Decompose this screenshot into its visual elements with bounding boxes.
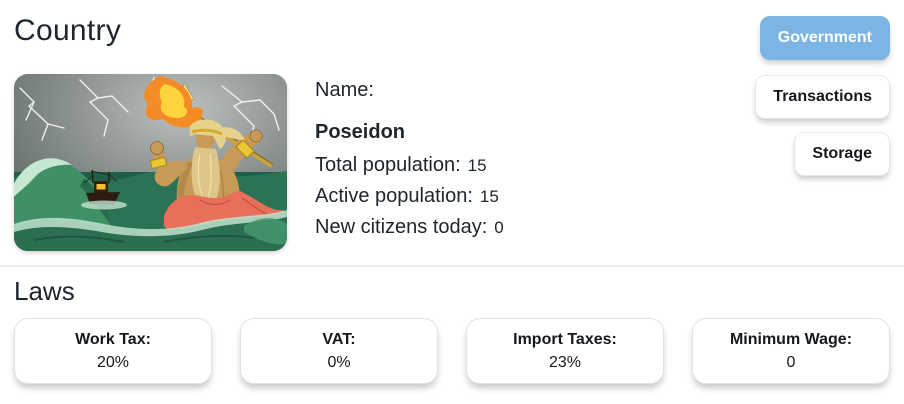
- laws-title: Laws: [14, 276, 75, 306]
- country-name: Poseidon: [315, 121, 406, 143]
- law-label: Import Taxes:: [513, 331, 617, 348]
- stat-active-population: Active population: 15: [315, 181, 755, 212]
- stat-total-population: Total population: 15: [315, 150, 755, 181]
- law-cards: Work Tax: 20% VAT: 0% Import Taxes: 23% …: [14, 318, 890, 384]
- stat-value: 15: [479, 187, 499, 206]
- law-value: 23%: [548, 354, 582, 371]
- stat-value: 15: [467, 156, 487, 175]
- name-label: Name:: [315, 79, 374, 101]
- side-buttons: Transactions Storage: [755, 74, 890, 251]
- transactions-button[interactable]: Transactions: [755, 75, 890, 119]
- page-title: Country: [14, 14, 122, 47]
- stat-label: Total population:: [315, 154, 461, 176]
- poseidon-illustration: [14, 74, 287, 251]
- country-image: [14, 74, 287, 251]
- law-value: 20%: [96, 354, 130, 371]
- law-card-minimum-wage: Minimum Wage: 0: [692, 318, 890, 384]
- law-value: 0%: [327, 354, 351, 371]
- law-label: VAT:: [322, 331, 356, 348]
- law-card-vat: VAT: 0%: [240, 318, 438, 384]
- stat-new-citizens: New citizens today: 0: [315, 212, 755, 243]
- stat-label: Active population:: [315, 185, 473, 207]
- fishing-boat: [81, 169, 127, 210]
- header: Country Government: [0, 0, 904, 60]
- lightning: [19, 77, 280, 143]
- stat-value: 0: [494, 218, 504, 237]
- law-value: 0: [786, 354, 796, 371]
- storage-button[interactable]: Storage: [794, 132, 890, 176]
- government-button[interactable]: Government: [759, 16, 890, 60]
- country-info: Name: Poseidon Total population: 15 Activ…: [315, 74, 755, 251]
- law-label: Minimum Wage:: [729, 331, 853, 348]
- front-wave: [14, 210, 287, 251]
- law-label: Work Tax:: [75, 331, 151, 348]
- law-card-work-tax: Work Tax: 20%: [14, 318, 212, 384]
- country-content: Name: Poseidon Total population: 15 Activ…: [0, 74, 904, 251]
- stat-label: New citizens today:: [315, 216, 488, 238]
- law-card-import-taxes: Import Taxes: 23%: [466, 318, 664, 384]
- section-divider: [0, 265, 904, 267]
- laws-section: Laws Work Tax: 20% VAT: 0% Import Taxes:…: [0, 267, 904, 384]
